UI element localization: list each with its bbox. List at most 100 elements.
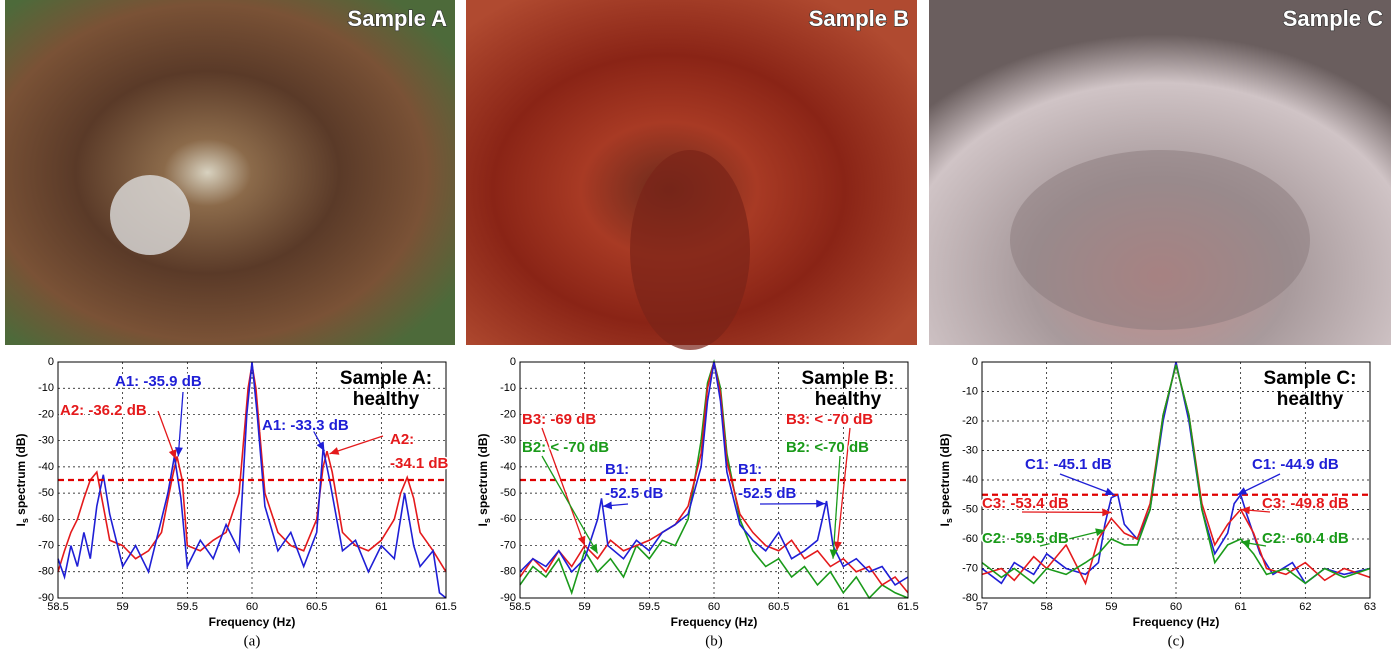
annotation-arrow	[836, 427, 851, 551]
chart-title: healthy	[353, 389, 420, 410]
y-tick-label: -20	[962, 415, 978, 427]
arrow-head	[1095, 528, 1105, 537]
y-axis-label: Is spectrum (dB)	[14, 433, 30, 526]
y-tick-label: -60	[962, 533, 978, 545]
photo-detail	[110, 175, 190, 255]
panel-caption: (b)	[705, 633, 723, 649]
y-axis-label-main: I	[938, 523, 952, 526]
annotation-arrow	[177, 391, 184, 457]
y-axis-label-rest: spectrum (dB)	[938, 433, 952, 518]
spectrum-line	[981, 364, 1371, 585]
annotation: C1: -44.9 dB	[1252, 456, 1339, 473]
spectrum-line	[57, 364, 447, 573]
y-tick-label: -20	[500, 408, 516, 420]
annotation: -34.1 dB	[390, 455, 449, 472]
y-axis-label-main: I	[476, 523, 490, 526]
annotation: B1:	[605, 461, 629, 478]
chart-title: Sample A:	[340, 368, 432, 389]
annotation: -52.5 dB	[605, 485, 664, 502]
x-tick-label: 60	[708, 601, 720, 613]
y-tick-label: -80	[962, 592, 978, 604]
x-tick-label: 57	[976, 601, 988, 613]
arrow-head	[316, 441, 325, 452]
arrow-head	[1240, 506, 1250, 515]
annotation-arrow	[1059, 473, 1115, 496]
y-tick-label: 0	[972, 356, 978, 368]
x-tick-label: 59.5	[177, 601, 198, 613]
y-tick-label: -50	[38, 487, 54, 499]
y-tick-label: -70	[962, 562, 978, 574]
arrow-head	[833, 541, 842, 551]
annotation: C1: -45.1 dB	[1025, 456, 1112, 473]
photo-detail	[630, 150, 750, 350]
photo-label: Sample B	[809, 6, 909, 31]
annotation: A1: -33.3 dB	[262, 417, 349, 434]
arrow-head	[589, 543, 598, 554]
y-tick-label: -40	[962, 474, 978, 486]
x-tick-label: 60	[1170, 601, 1182, 613]
annotation: A2: -36.2 dB	[60, 402, 147, 419]
arrow-head	[1102, 508, 1112, 517]
y-tick-label: -80	[38, 566, 54, 578]
arrow-head	[174, 447, 183, 457]
y-tick-label: -20	[38, 408, 54, 420]
x-tick-label: 61	[837, 601, 849, 613]
annotation: B3: -69 dB	[522, 411, 596, 428]
x-tick-label: 61.5	[435, 601, 456, 613]
y-tick-label: 0	[48, 356, 54, 368]
annotation: C2: -59.5 dB	[982, 530, 1069, 547]
y-axis-label-rest: spectrum (dB)	[14, 433, 28, 518]
y-tick-label: -40	[500, 461, 516, 473]
y-axis-label-rest: spectrum (dB)	[476, 433, 490, 518]
y-tick-label: -30	[962, 444, 978, 456]
y-tick-label: -50	[962, 503, 978, 515]
arrow-head	[329, 447, 340, 455]
x-tick-label: 59	[117, 601, 129, 613]
photo-label: Sample C	[1283, 6, 1383, 31]
x-tick-label: 63	[1364, 601, 1376, 613]
x-axis-label: Frequency (Hz)	[671, 615, 758, 629]
x-tick-label: 60.5	[306, 601, 327, 613]
x-tick-label: 61	[1235, 601, 1247, 613]
y-axis-label: Is spectrum (dB)	[476, 433, 492, 526]
x-tick-label: 61	[375, 601, 387, 613]
annotation-arrow	[541, 455, 599, 554]
chart-title: healthy	[815, 389, 882, 410]
annotation: B2: < -70 dB	[522, 439, 609, 456]
annotation: B3: < -70 dB	[786, 411, 873, 428]
x-axis-label: Frequency (Hz)	[209, 615, 296, 629]
chart-title: healthy	[1277, 389, 1344, 410]
y-axis-label: Is spectrum (dB)	[938, 433, 954, 526]
x-tick-label: 59.5	[639, 601, 660, 613]
y-tick-label: -70	[38, 539, 54, 551]
panel-caption: (a)	[244, 633, 261, 649]
arrow-head	[168, 449, 177, 460]
annotation: C3: -49.8 dB	[1262, 495, 1349, 512]
y-tick-label: -60	[38, 513, 54, 525]
y-axis-label-sub: s	[20, 518, 30, 523]
y-axis-label-sub: s	[944, 518, 954, 523]
chart-title: Sample C:	[1264, 368, 1357, 389]
y-tick-label: -90	[38, 592, 54, 604]
annotation: -52.5 dB	[738, 485, 797, 502]
annotation-arrow	[541, 427, 586, 546]
y-tick-label: -70	[500, 539, 516, 551]
annotation: C3: -53.4 dB	[982, 495, 1069, 512]
y-axis-label-main: I	[14, 523, 28, 526]
y-tick-label: -80	[500, 566, 516, 578]
chart-title: Sample B:	[802, 368, 895, 389]
x-tick-label: 61.5	[897, 601, 918, 613]
photo-detail	[1010, 150, 1310, 330]
y-tick-label: -10	[500, 382, 516, 394]
x-tick-label: 60.5	[768, 601, 789, 613]
arrow-head	[1240, 539, 1251, 548]
arrow-head	[1104, 487, 1115, 496]
annotation: C2: -60.4 dB	[1262, 530, 1349, 547]
x-axis-label: Frequency (Hz)	[1133, 615, 1220, 629]
arrow-head	[602, 501, 613, 510]
x-tick-label: 59	[579, 601, 591, 613]
y-tick-label: -40	[38, 461, 54, 473]
plot-frame	[57, 361, 447, 599]
arrow-head	[1237, 487, 1248, 495]
y-tick-label: 0	[510, 356, 516, 368]
